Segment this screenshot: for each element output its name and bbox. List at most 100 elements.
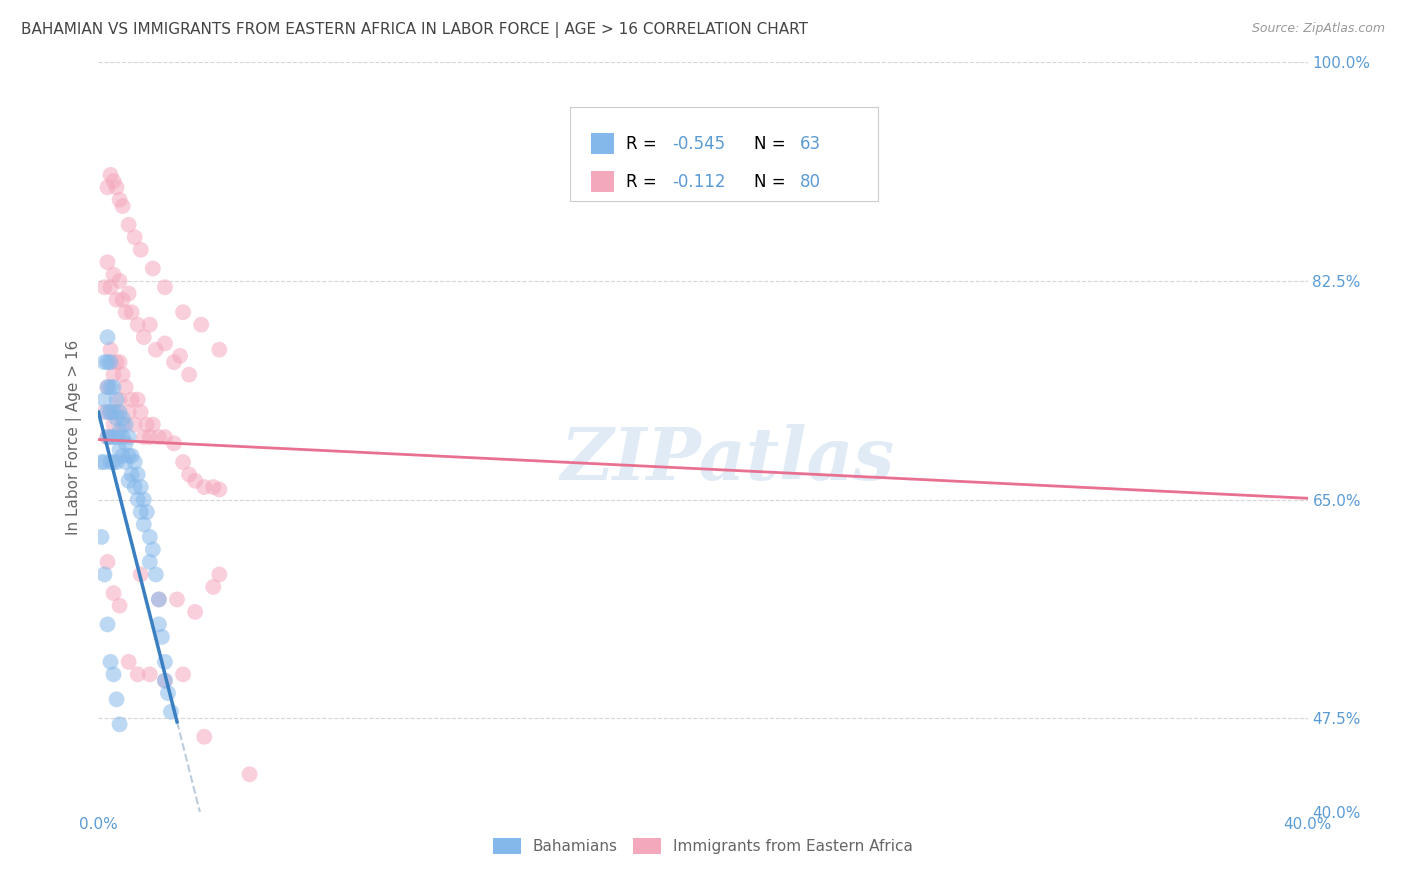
- Point: [172, 667, 194, 681]
- Point: [139, 318, 162, 332]
- Point: [100, 455, 122, 469]
- Point: [148, 617, 170, 632]
- Point: [105, 392, 128, 407]
- Point: [96, 405, 118, 419]
- Point: [208, 567, 231, 582]
- Point: [114, 436, 136, 450]
- Point: [96, 180, 118, 194]
- Point: [124, 417, 146, 432]
- Point: [105, 692, 128, 706]
- Point: [90, 530, 112, 544]
- Point: [93, 567, 115, 582]
- Point: [148, 430, 170, 444]
- Point: [121, 449, 143, 463]
- Point: [118, 655, 141, 669]
- Point: [114, 417, 136, 432]
- Text: Source: ZipAtlas.com: Source: ZipAtlas.com: [1251, 22, 1385, 36]
- Point: [103, 417, 125, 432]
- Point: [105, 430, 128, 444]
- Point: [108, 405, 131, 419]
- Point: [169, 349, 191, 363]
- Point: [100, 380, 122, 394]
- Point: [135, 417, 157, 432]
- Text: R =: R =: [626, 173, 662, 191]
- Point: [108, 442, 131, 457]
- Point: [121, 305, 143, 319]
- Point: [93, 405, 115, 419]
- Legend: Bahamians, Immigrants from Eastern Africa: Bahamians, Immigrants from Eastern Afric…: [486, 832, 920, 860]
- FancyBboxPatch shape: [569, 107, 879, 201]
- Text: ZIPatlas: ZIPatlas: [560, 424, 894, 495]
- Point: [208, 483, 231, 497]
- Point: [108, 717, 131, 731]
- Point: [103, 455, 125, 469]
- Point: [100, 655, 122, 669]
- Text: 80: 80: [800, 173, 821, 191]
- Point: [153, 655, 176, 669]
- Point: [163, 436, 186, 450]
- Text: -0.545: -0.545: [672, 135, 725, 153]
- Point: [105, 455, 128, 469]
- Point: [111, 417, 134, 432]
- Point: [150, 630, 173, 644]
- Point: [103, 268, 125, 282]
- Point: [103, 174, 125, 188]
- Point: [103, 667, 125, 681]
- Point: [100, 343, 122, 357]
- Point: [142, 417, 165, 432]
- Point: [153, 673, 176, 688]
- Point: [129, 405, 152, 419]
- Point: [124, 480, 146, 494]
- Point: [184, 605, 207, 619]
- Point: [100, 355, 122, 369]
- Point: [111, 449, 134, 463]
- Text: -0.112: -0.112: [672, 173, 725, 191]
- Point: [129, 243, 152, 257]
- Point: [100, 168, 122, 182]
- Point: [148, 592, 170, 607]
- Point: [103, 405, 125, 419]
- Point: [142, 542, 165, 557]
- Point: [118, 405, 141, 419]
- Point: [127, 492, 149, 507]
- Point: [96, 430, 118, 444]
- Point: [142, 261, 165, 276]
- Point: [139, 530, 162, 544]
- Point: [127, 392, 149, 407]
- Point: [153, 280, 176, 294]
- Point: [96, 380, 118, 394]
- Point: [118, 286, 141, 301]
- Point: [156, 686, 179, 700]
- Point: [166, 592, 188, 607]
- Point: [153, 336, 176, 351]
- Point: [135, 505, 157, 519]
- Point: [202, 480, 225, 494]
- Point: [93, 355, 115, 369]
- Point: [121, 392, 143, 407]
- Point: [163, 355, 186, 369]
- Point: [114, 455, 136, 469]
- Point: [127, 318, 149, 332]
- Point: [108, 274, 131, 288]
- Point: [129, 567, 152, 582]
- Point: [105, 355, 128, 369]
- Point: [127, 667, 149, 681]
- Point: [132, 492, 155, 507]
- Point: [105, 411, 128, 425]
- Point: [103, 368, 125, 382]
- Point: [93, 280, 115, 294]
- Point: [96, 430, 118, 444]
- Text: BAHAMIAN VS IMMIGRANTS FROM EASTERN AFRICA IN LABOR FORCE | AGE > 16 CORRELATION: BAHAMIAN VS IMMIGRANTS FROM EASTERN AFRI…: [21, 22, 808, 38]
- Point: [118, 449, 141, 463]
- Point: [111, 368, 134, 382]
- Point: [108, 392, 131, 407]
- Point: [145, 343, 167, 357]
- Point: [108, 355, 131, 369]
- Text: N =: N =: [754, 173, 790, 191]
- Point: [105, 180, 128, 194]
- FancyBboxPatch shape: [591, 134, 614, 154]
- Point: [139, 430, 162, 444]
- Point: [105, 405, 128, 419]
- Point: [129, 480, 152, 494]
- Point: [179, 368, 201, 382]
